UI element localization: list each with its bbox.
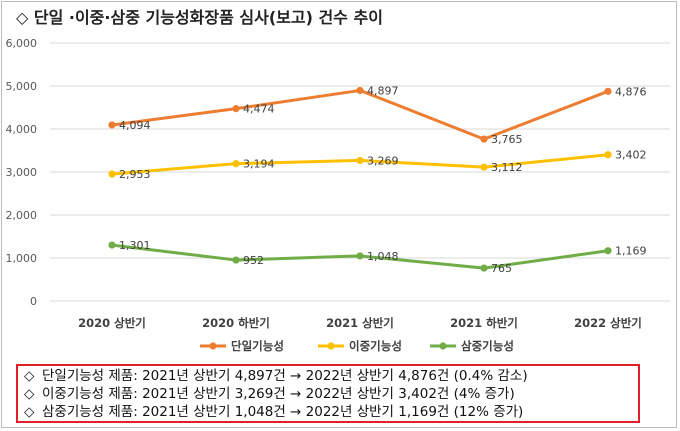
- legend-label: 단일기능성: [231, 339, 284, 353]
- legend-marker: [327, 342, 335, 350]
- data-label: 1,169: [615, 245, 647, 258]
- y-tick-label: 5,000: [6, 80, 38, 93]
- y-tick-label: 0: [30, 295, 37, 308]
- data-point: [356, 156, 364, 165]
- data-point: [480, 135, 488, 143]
- chart-title: ◇ 단일 ·이중·삼중 기능성화장품 심사(보고) 건수 추이: [16, 8, 383, 27]
- data-point: [356, 86, 364, 95]
- x-tick-label: 2022 상반기: [574, 316, 642, 330]
- data-label: 4,876: [615, 85, 647, 98]
- data-label: 3,194: [243, 158, 275, 171]
- data-point: [232, 160, 240, 168]
- summary-line-double: ◇ 이중기능성 제품: 2021년 상반기 3,269건 → 2022년 상반기 …: [18, 385, 638, 403]
- data-label: 3,402: [615, 149, 647, 162]
- data-label: 4,094: [119, 119, 151, 132]
- legend-label: 이중기능성: [349, 339, 402, 353]
- legend-label: 삼중기능성: [461, 339, 514, 353]
- data-point: [480, 163, 488, 171]
- diamond-icon: ◇: [24, 404, 35, 420]
- y-tick-label: 2,000: [6, 209, 38, 222]
- x-tick-label: 2021 하반기: [450, 316, 518, 330]
- y-tick-label: 4,000: [6, 123, 38, 136]
- summary-text: 이중기능성 제품: 2021년 상반기 3,269건 → 2022년 상반기 3…: [42, 386, 515, 402]
- data-label: 952: [243, 254, 264, 267]
- legend-marker: [209, 342, 217, 350]
- diamond-icon: ◇: [24, 386, 35, 402]
- data-point: [232, 105, 240, 113]
- data-point: [480, 264, 488, 272]
- data-point: [356, 252, 364, 260]
- x-tick-label: 2020 하반기: [202, 316, 270, 330]
- summary-line-single: ◇ 단일기능성 제품: 2021년 상반기 4,897건 → 2022년 상반기 …: [18, 367, 638, 385]
- data-point: [108, 241, 116, 249]
- summary-text: 삼중기능성 제품: 2021년 상반기 1,048건 → 2022년 상반기 1…: [42, 404, 524, 420]
- data-point: [108, 121, 116, 129]
- y-tick-label: 3,000: [6, 166, 38, 179]
- summary-text: 단일기능성 제품: 2021년 상반기 4,897건 → 2022년 상반기 4…: [42, 368, 528, 384]
- data-label: 3,269: [367, 154, 399, 167]
- summary-box: ◇ 단일기능성 제품: 2021년 상반기 4,897건 → 2022년 상반기 …: [16, 364, 640, 423]
- data-point: [232, 256, 240, 264]
- summary-line-triple: ◇ 삼중기능성 제품: 2021년 상반기 1,048건 → 2022년 상반기 …: [18, 403, 638, 421]
- data-label: 2,953: [119, 168, 151, 181]
- data-label: 1,048: [367, 250, 399, 263]
- data-label: 3,112: [491, 161, 523, 174]
- legend-marker: [439, 342, 447, 350]
- x-tick-label: 2020 상반기: [78, 316, 146, 330]
- line-chart: 0 1,000 2,000 3,000 4,000 5,000 6,000 2020 상반기 2…: [6, 37, 670, 353]
- data-label: 4,897: [367, 84, 399, 97]
- data-point: [604, 151, 612, 159]
- diamond-icon: ◇: [24, 368, 35, 384]
- y-tick-label: 1,000: [6, 252, 38, 265]
- y-tick-label: 6,000: [6, 37, 38, 50]
- data-label: 765: [491, 262, 512, 275]
- data-label: 3,765: [491, 133, 523, 146]
- data-point: [604, 87, 612, 95]
- series-line: [111, 88, 609, 141]
- x-tick-label: 2021 상반기: [326, 316, 394, 330]
- data-point: [108, 170, 116, 178]
- data-label: 4,474: [243, 103, 275, 116]
- data-label: 1,301: [119, 239, 151, 252]
- data-point: [604, 247, 612, 255]
